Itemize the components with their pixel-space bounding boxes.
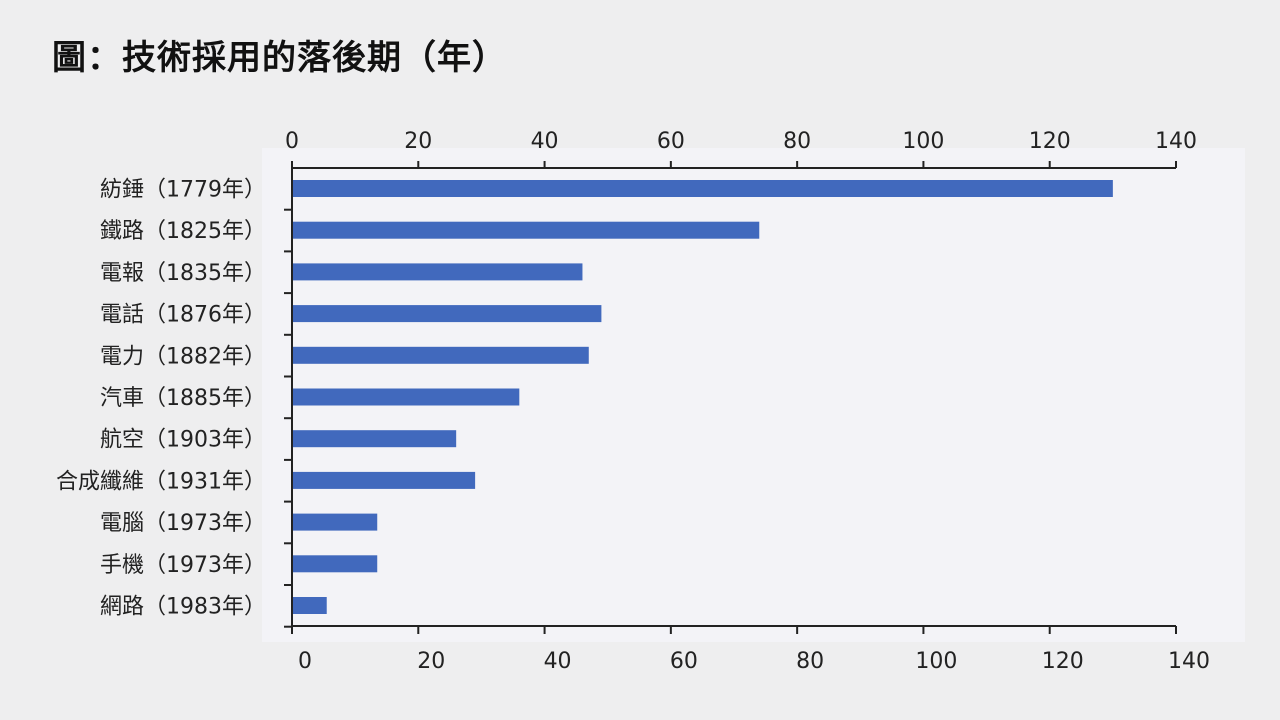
bottom-tick-labels: 0 20 40 60 80 100 120 140 — [298, 649, 1210, 674]
bar-6 — [293, 388, 520, 406]
category-label: 網路（1983年） — [100, 595, 266, 620]
bottom-tick-label: 120 — [1042, 649, 1084, 674]
bar-2 — [293, 221, 760, 239]
category-label: 電話（1876年） — [100, 303, 266, 328]
bar-11 — [293, 597, 327, 614]
bottom-tick-label: 80 — [796, 649, 824, 674]
bottom-tick-label: 140 — [1168, 649, 1210, 674]
bar-3 — [293, 263, 583, 281]
category-label: 鐵路（1825年） — [100, 219, 266, 244]
top-tick-label: 80 — [783, 129, 811, 154]
bottom-tick-label: 60 — [670, 649, 698, 674]
bar-8 — [293, 471, 476, 489]
category-label: 汽車（1885年） — [100, 386, 266, 411]
bottom-tick-label: 20 — [417, 649, 445, 674]
category-label: 手機（1973年） — [100, 553, 266, 578]
axes-group — [284, 161, 1177, 634]
bar-7 — [293, 430, 457, 448]
category-label: 電腦（1973年） — [100, 511, 266, 536]
bars-group — [293, 180, 1113, 614]
top-tick-label: 60 — [657, 129, 685, 154]
top-tick-label: 120 — [1029, 129, 1071, 154]
category-label: 電報（1835年） — [100, 261, 266, 286]
bottom-tick-label: 40 — [544, 649, 572, 674]
bottom-tick-label: 100 — [915, 649, 957, 674]
category-label: 合成纖維（1931年） — [56, 469, 266, 494]
bar-10 — [293, 555, 378, 573]
top-tick-label: 0 — [285, 129, 299, 154]
chart-title: 圖：技術採用的落後期（年） — [52, 38, 507, 78]
category-label: 電力（1882年） — [100, 344, 266, 369]
top-tick-label: 20 — [404, 129, 432, 154]
category-label: 紡錘（1779年） — [100, 178, 266, 203]
bar-1 — [293, 180, 1113, 197]
bar-4 — [293, 305, 602, 323]
top-tick-label: 100 — [902, 129, 944, 154]
bottom-tick-label: 0 — [298, 649, 312, 674]
bar-9 — [293, 513, 378, 531]
top-tick-label: 40 — [531, 129, 559, 154]
category-labels: 紡錘（1779年） 鐵路（1825年） 電報（1835年） 電話（1876年） 電力（1… — [56, 178, 266, 620]
top-tick-label: 140 — [1155, 129, 1197, 154]
bar-5 — [293, 346, 589, 364]
top-tick-labels: 0 20 40 60 80 100 120 140 — [285, 129, 1197, 154]
category-label: 航空（1903年） — [100, 428, 266, 453]
